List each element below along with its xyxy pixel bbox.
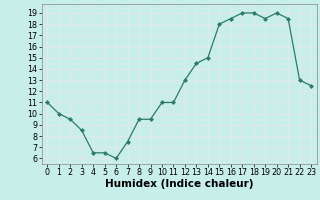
X-axis label: Humidex (Indice chaleur): Humidex (Indice chaleur) <box>105 179 253 189</box>
